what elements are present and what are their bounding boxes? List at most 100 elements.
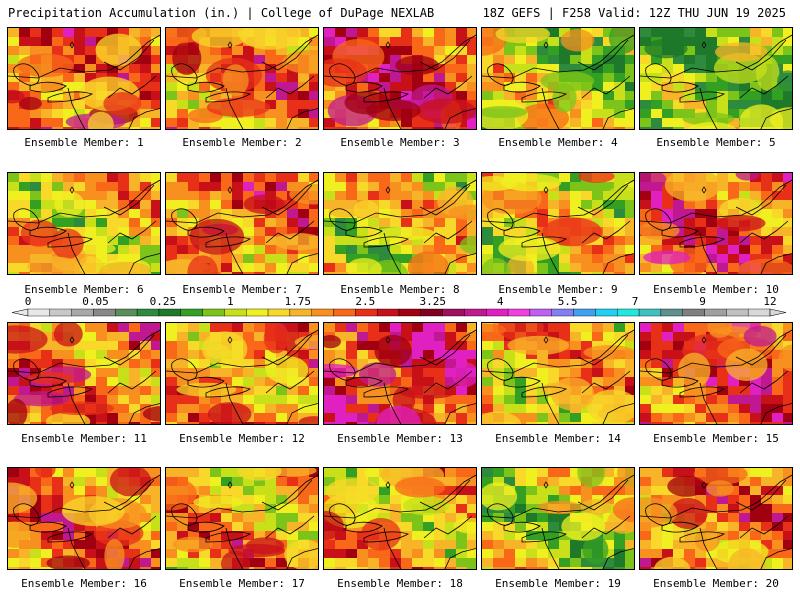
precipitation-colorbar: 0 0.05 0.25 1 1.75 2.5 3.25 4 5.5 7 9 12 (11, 295, 787, 317)
ensemble-member-label: Ensemble Member: 2 (182, 136, 302, 149)
precipitation-field (324, 468, 476, 569)
ensemble-member-label: Ensemble Member: 11 (21, 432, 147, 445)
colorbar-swatch (289, 308, 312, 317)
colorbar-swatch (246, 308, 269, 317)
ensemble-member-label: Ensemble Member: 4 (498, 136, 618, 149)
colorbar-tick-label: 0.25 (150, 295, 177, 308)
precipitation-field (166, 468, 318, 569)
colorbar-swatch (71, 308, 94, 317)
ensemble-member-map (7, 172, 161, 275)
colorbar-swatch (617, 308, 640, 317)
colorbar-swatch (398, 308, 422, 317)
ensemble-member-label: Ensemble Member: 9 (498, 283, 618, 296)
precipitation-field (640, 323, 792, 424)
ensemble-member-label: Ensemble Member: 19 (495, 577, 621, 590)
ensemble-member-label: Ensemble Member: 1 (24, 136, 144, 149)
colorbar-tick-label: 9 (699, 295, 706, 308)
ensemble-member-map (7, 467, 161, 570)
colorbar-swatch (93, 308, 116, 317)
colorbar-swatch (486, 308, 509, 317)
colorbar-swatch (682, 308, 705, 317)
ensemble-member-label: Ensemble Member: 3 (340, 136, 460, 149)
ensemble-member-label: Ensemble Member: 14 (495, 432, 621, 445)
precipitation-field (482, 323, 634, 424)
precipitation-field (640, 468, 792, 569)
ensemble-member-label: Ensemble Member: 16 (21, 577, 147, 590)
precipitation-field (8, 28, 160, 129)
model-run-info: 18Z GEFS | F258 Valid: 12Z THU JUN 19 20… (482, 6, 786, 20)
colorbar-swatch (224, 308, 247, 317)
ensemble-member-label: Ensemble Member: 20 (653, 577, 779, 590)
ensemble-member-map (639, 172, 793, 275)
ensemble-member-map (639, 467, 793, 570)
ensemble-member-map (323, 467, 477, 570)
colorbar-swatch (529, 308, 552, 317)
colorbar-swatch (158, 308, 181, 317)
precipitation-field (324, 323, 476, 424)
colorbar-tick-label: 12 (763, 295, 776, 308)
ensemble-member-map (639, 322, 793, 425)
colorbar-swatch (180, 308, 203, 317)
colorbar-swatch (49, 308, 72, 317)
colorbar-tick-label: 1.75 (285, 295, 312, 308)
precipitation-field (482, 28, 634, 129)
ensemble-member-map (639, 27, 793, 130)
colorbar-swatch (115, 308, 138, 317)
precipitation-field (482, 468, 634, 569)
colorbar-min-arrow (11, 308, 29, 317)
colorbar-tick-label: 2.5 (355, 295, 375, 308)
ensemble-member-label: Ensemble Member: 15 (653, 432, 779, 445)
ensemble-member-map (323, 27, 477, 130)
colorbar-swatch (464, 308, 487, 317)
ensemble-member-map (481, 322, 635, 425)
precipitation-field (324, 173, 476, 274)
colorbar-swatch (267, 308, 291, 317)
precipitation-field (324, 28, 476, 129)
ensemble-member-map (165, 27, 319, 130)
colorbar-swatch (376, 308, 400, 317)
ensemble-member-map (165, 467, 319, 570)
ensemble-member-map (481, 467, 635, 570)
colorbar-swatch (660, 308, 683, 317)
ensemble-member-map (323, 322, 477, 425)
colorbar-swatch (27, 308, 51, 317)
precipitation-field (640, 173, 792, 274)
colorbar-swatch (355, 308, 378, 317)
colorbar-swatch (202, 308, 225, 317)
ensemble-member-map (165, 172, 319, 275)
colorbar-tick-label: 0 (25, 295, 32, 308)
ensemble-member-label: Ensemble Member: 12 (179, 432, 305, 445)
colorbar-swatch (747, 308, 771, 317)
ensemble-member-label: Ensemble Member: 7 (182, 283, 302, 296)
precipitation-field (8, 323, 160, 424)
colorbar-swatch (507, 308, 531, 317)
colorbar-swatch (704, 308, 727, 317)
colorbar-swatch (311, 308, 334, 317)
ensemble-member-label: Ensemble Member: 10 (653, 283, 779, 296)
colorbar-swatch (726, 308, 749, 317)
ensemble-member-label: Ensemble Member: 18 (337, 577, 463, 590)
ensemble-member-label: Ensemble Member: 5 (656, 136, 776, 149)
ensemble-member-map (323, 172, 477, 275)
ensemble-member-label: Ensemble Member: 17 (179, 577, 305, 590)
precipitation-field (640, 28, 792, 129)
precipitation-field (8, 173, 160, 274)
product-title: Precipitation Accumulation (in.) | Colle… (8, 6, 435, 20)
precipitation-field (482, 173, 634, 274)
colorbar-swatch (420, 308, 443, 317)
colorbar-swatch (573, 308, 596, 317)
precipitation-field (166, 323, 318, 424)
colorbar-swatch (551, 308, 574, 317)
colorbar-swatch (595, 308, 618, 317)
precipitation-field (166, 173, 318, 274)
ensemble-member-map (481, 27, 635, 130)
ensemble-member-label: Ensemble Member: 8 (340, 283, 460, 296)
ensemble-member-map (165, 322, 319, 425)
ensemble-member-map (481, 172, 635, 275)
precipitation-field (166, 28, 318, 129)
colorbar-max-arrow (769, 308, 787, 317)
colorbar-swatch (333, 308, 356, 317)
colorbar-swatch (136, 308, 160, 317)
colorbar-tick-label: 3.25 (419, 295, 446, 308)
colorbar-swatch (638, 308, 662, 317)
